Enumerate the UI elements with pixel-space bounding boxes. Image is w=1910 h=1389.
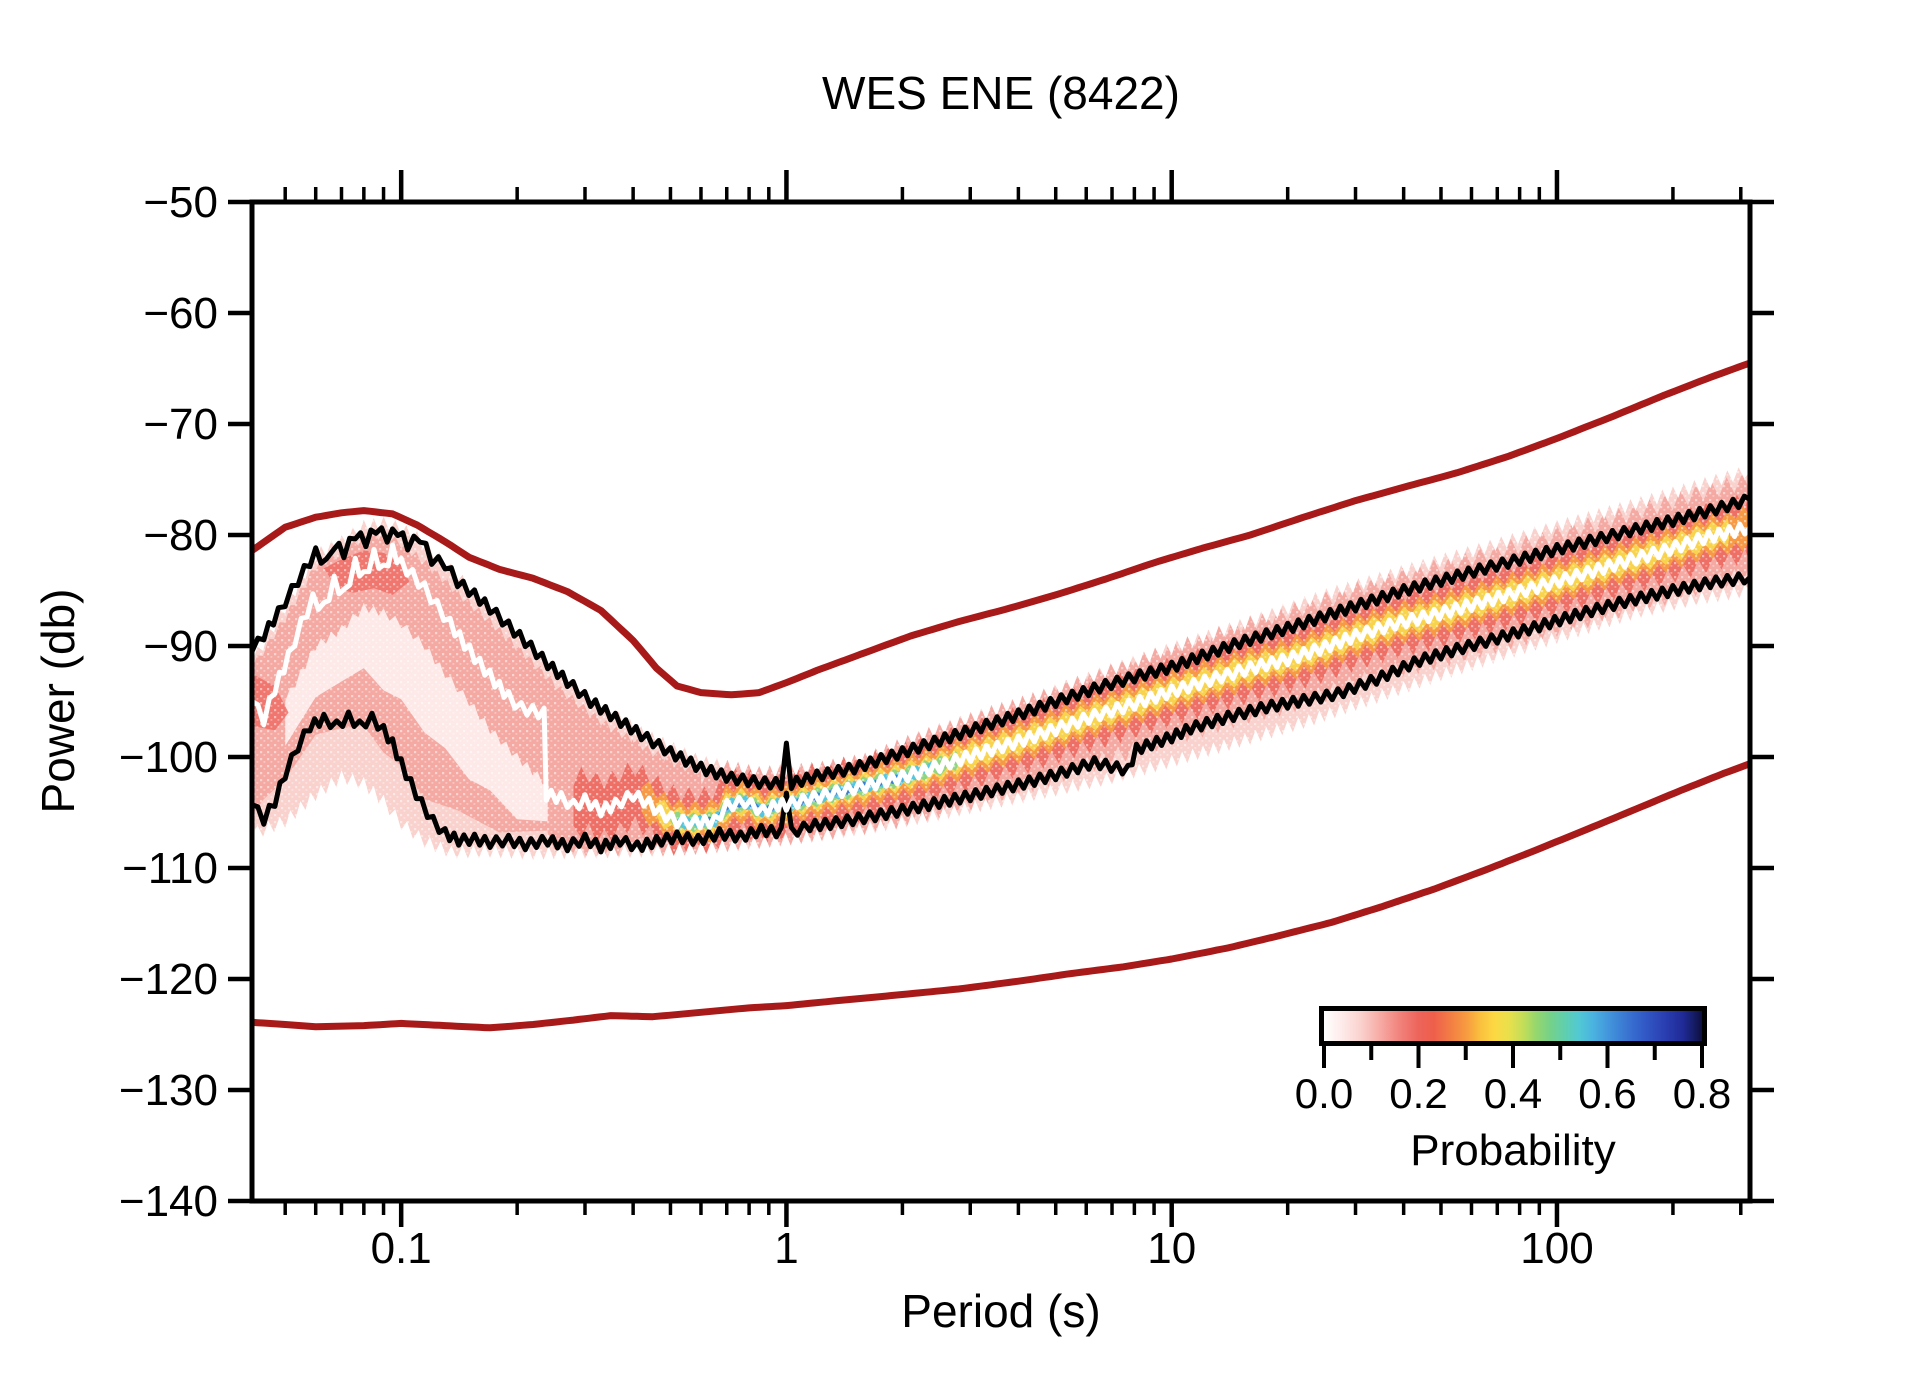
x-tick-label: 10 <box>1147 1224 1196 1273</box>
chart-title: WES ENE (8422) <box>822 67 1180 119</box>
y-tick-label: −80 <box>143 511 218 560</box>
y-tick-label: −100 <box>119 733 218 782</box>
y-tick-label: −110 <box>122 844 218 893</box>
min-envelope-line <box>252 571 1750 855</box>
y-tick-label: −70 <box>143 400 218 449</box>
colorbar-tick-label: 0.4 <box>1484 1070 1542 1117</box>
probability-cloud <box>252 467 1750 861</box>
cloud-bands <box>252 467 1750 861</box>
y-tick-label: −90 <box>143 622 218 671</box>
high-noise-model-line <box>252 359 1750 699</box>
colorbar-tick-label: 0.6 <box>1578 1070 1636 1117</box>
colorbar-label: Probability <box>1410 1126 1615 1175</box>
colorbar-tick-label: 0.8 <box>1673 1070 1731 1117</box>
x-axis-label: Period (s) <box>901 1285 1100 1337</box>
x-tick-label: 0.1 <box>371 1224 432 1273</box>
curve-lines <box>252 359 1750 1032</box>
y-tick-label: −130 <box>119 1066 218 1115</box>
y-tick-label: −120 <box>119 955 218 1004</box>
y-tick-label: −140 <box>119 1177 218 1226</box>
colorbar-tick-label: 0.2 <box>1389 1070 1447 1117</box>
max-envelope-line <box>252 493 1750 792</box>
y-tick-label: −50 <box>143 178 218 227</box>
colorbar-tick-label: 0.0 <box>1295 1070 1353 1117</box>
mode-line <box>252 521 1750 831</box>
cloud-dither-speckle <box>252 467 1750 861</box>
colorbar-border <box>1319 1006 1707 1046</box>
x-tick-label: 1 <box>774 1224 798 1273</box>
axes-frame: 0.1 1 10 100 −50 −60 −70 −80 −90 −100 −110 −120 −130… <box>119 170 1774 1273</box>
low-noise-model-line <box>252 760 1750 1032</box>
colorbar: 0.0 0.2 0.4 0.6 0.8 <box>1295 1006 1731 1117</box>
y-axis-label: Power (db) <box>32 589 84 814</box>
y-tick-label: −60 <box>143 289 218 338</box>
x-tick-label: 100 <box>1520 1224 1593 1273</box>
plot-frame <box>249 199 1753 1204</box>
colorbar-gradient-bar <box>1324 1011 1702 1041</box>
